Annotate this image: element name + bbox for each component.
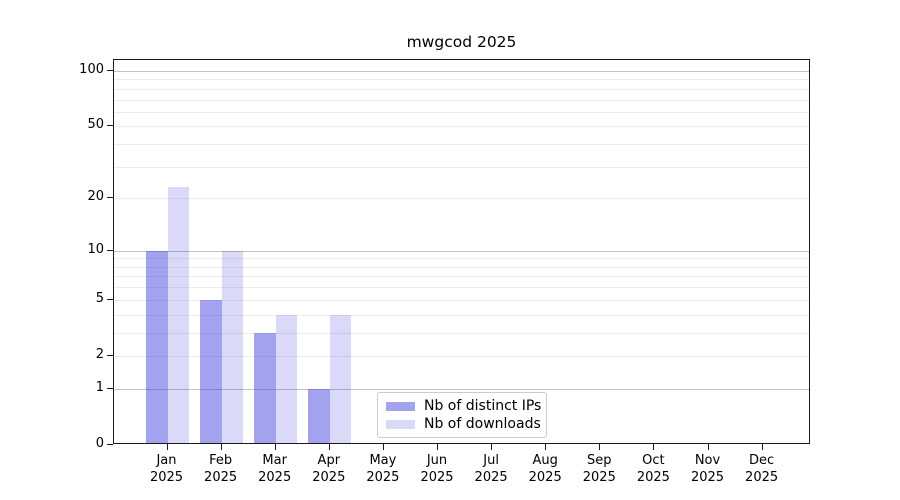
grid-line-minor [114, 258, 809, 260]
grid-line-minor [114, 79, 809, 81]
y-tick-label: 100 [79, 61, 104, 77]
grid-line-major [114, 250, 809, 252]
bar-downloads-apr [329, 314, 352, 443]
x-tick-label: Apr 2025 [312, 453, 346, 485]
x-tick-mark [437, 444, 438, 450]
y-tick-label: 20 [87, 189, 104, 205]
grid-line-minor [114, 198, 809, 200]
x-tick-label: Dec 2025 [745, 453, 779, 485]
bar-downloads-feb [221, 250, 244, 443]
grid-line-minor [114, 126, 809, 128]
grid-line-minor [114, 99, 809, 101]
x-tick-mark [382, 444, 384, 450]
x-tick-label: Nov 2025 [690, 453, 725, 485]
y-tick-label: 5 [95, 290, 104, 306]
grid-line-minor [114, 166, 809, 168]
x-tick-mark [166, 444, 168, 450]
x-tick-label: May 2025 [366, 453, 400, 485]
x-tick-label: Jun 2025 [420, 453, 454, 485]
grid-line-minor [114, 299, 809, 301]
grid-line-minor [114, 144, 809, 146]
legend-item-distinct-ips: Nb of distinct IPs [386, 397, 542, 415]
x-tick-mark [599, 444, 601, 450]
x-tick-mark [761, 444, 763, 450]
bar-downloads-jan [167, 187, 189, 443]
y-tick-mark [107, 444, 113, 445]
grid-line-minor [114, 111, 809, 113]
x-tick-mark [653, 444, 655, 450]
bar-distinct-ips-apr [308, 388, 330, 443]
legend: Nb of distinct IPs Nb of downloads [377, 392, 547, 438]
grid-line-major [114, 388, 809, 390]
x-tick-label: Sep 2025 [582, 453, 616, 485]
x-tick-label: Feb 2025 [204, 453, 238, 485]
grid-line-minor [114, 314, 809, 316]
grid-line-minor [114, 355, 809, 357]
bar-distinct-ips-feb [200, 299, 222, 443]
x-tick-mark [328, 444, 330, 450]
y-tick-label: 2 [95, 346, 104, 362]
x-tick-label: Mar 2025 [258, 453, 292, 485]
x-tick-mark [707, 444, 709, 450]
y-tick-label: 0 [95, 436, 104, 451]
y-tick-label: 10 [87, 241, 104, 257]
grid-line-minor [114, 287, 809, 289]
legend-swatch-downloads [386, 419, 415, 429]
legend-label-distinct-ips: Nb of distinct IPs [424, 398, 542, 414]
y-tick-label: 50 [87, 117, 104, 133]
legend-item-downloads: Nb of downloads [386, 415, 541, 433]
x-tick-mark [491, 444, 493, 450]
grid-line-minor [114, 88, 809, 90]
grid-line-minor [114, 266, 809, 268]
grid-line-minor [114, 332, 809, 334]
x-tick-label: Jul 2025 [474, 453, 508, 485]
x-tick-mark [274, 444, 276, 450]
legend-swatch-distinct-ips [386, 401, 415, 411]
bar-downloads-mar [275, 314, 298, 443]
y-tick-label: 1 [95, 379, 104, 395]
grid-line-minor [114, 276, 809, 278]
x-tick-mark [545, 444, 547, 450]
plot-area [113, 59, 810, 444]
legend-label-downloads: Nb of downloads [424, 416, 541, 432]
bar-distinct-ips-mar [254, 332, 276, 443]
grid-line-major [114, 70, 809, 72]
chart-title: mwgcod 2025 [406, 33, 517, 51]
x-tick-label: Oct 2025 [636, 453, 670, 485]
x-tick-label: Aug 2025 [528, 453, 562, 485]
x-tick-mark [220, 444, 222, 450]
x-tick-label: Jan 2025 [149, 453, 184, 485]
bar-distinct-ips-jan [146, 250, 168, 443]
